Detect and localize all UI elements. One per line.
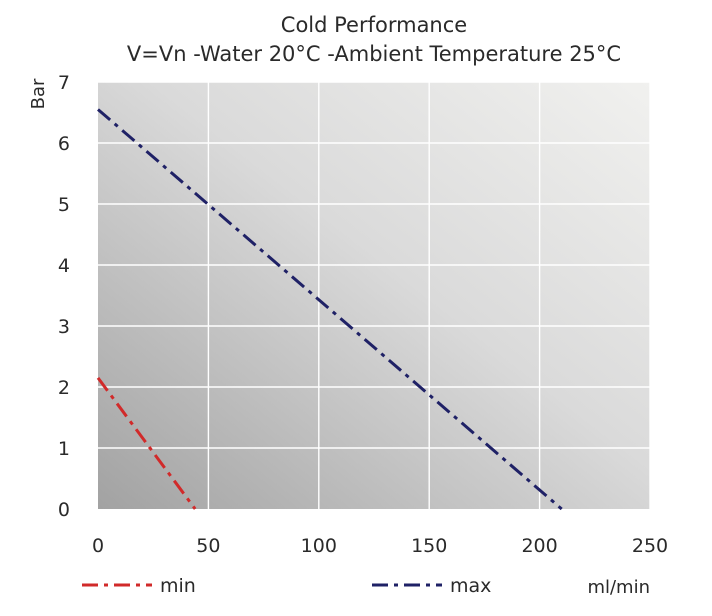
- grid-lines: [98, 81, 651, 509]
- legend-label-min: min: [160, 575, 196, 597]
- x-tick-label-1: 50: [196, 535, 220, 557]
- x-tick-label-3: 150: [411, 535, 447, 557]
- y-tick-label-0: 0: [58, 499, 70, 521]
- y-axis-ticks: 0 1 2 3 4 5 6 7: [58, 72, 70, 521]
- plot-area: [98, 82, 650, 509]
- y-tick-label-7: 7: [58, 72, 70, 94]
- y-tick-label-3: 3: [58, 316, 70, 338]
- y-tick-label-6: 6: [58, 133, 70, 155]
- x-axis-label: ml/min: [587, 577, 650, 598]
- x-tick-label-2: 100: [301, 535, 337, 557]
- x-tick-label-5: 250: [632, 535, 668, 557]
- chart-title: Cold Performance: [281, 13, 467, 37]
- y-tick-label-5: 5: [58, 194, 70, 216]
- y-tick-label-1: 1: [58, 438, 70, 460]
- series-line-min: [96, 376, 197, 510]
- series-line-max: [97, 108, 563, 511]
- series-lines: [96, 108, 563, 511]
- legend: min max: [82, 575, 491, 597]
- legend-label-max: max: [450, 575, 491, 597]
- y-tick-label-2: 2: [58, 377, 70, 399]
- y-axis-label: Bar: [28, 78, 49, 109]
- y-tick-label-4: 4: [58, 255, 70, 277]
- x-axis-ticks: 0 50 100 150 200 250: [92, 535, 668, 557]
- chart-subtitle: V=Vn -Water 20°C -Ambient Temperature 25…: [127, 42, 621, 66]
- x-tick-label-4: 200: [521, 535, 557, 557]
- x-tick-label-0: 0: [92, 535, 104, 557]
